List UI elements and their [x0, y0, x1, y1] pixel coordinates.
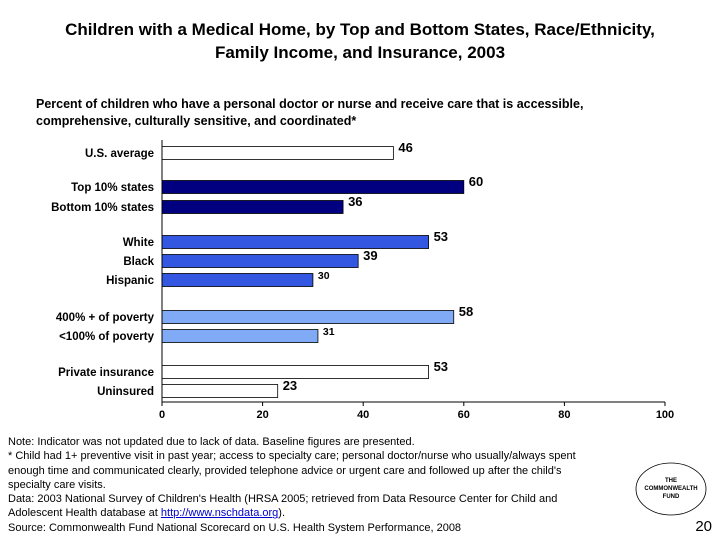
note-line-6: Adolescent Health database at http://www… — [8, 506, 628, 520]
category-label: Top 10% states — [71, 182, 154, 194]
category-label: Black — [123, 256, 154, 268]
bar-hispanic — [161, 273, 314, 287]
bar-u-s-average — [161, 146, 394, 160]
bar-top-10-states — [161, 180, 465, 194]
category-label: Bottom 10% states — [51, 202, 154, 214]
data-label: 58 — [459, 304, 473, 319]
logo-line2: COMMONWEALTH — [644, 486, 698, 492]
note-line-4: specialty care visits. — [8, 478, 106, 491]
chart-subtitle: Percent of children who have a personal … — [36, 96, 696, 130]
note-line-5: Data: 2003 National Survey of Children's… — [8, 493, 558, 506]
nschdata-link[interactable]: http://www.nschdata.org — [160, 507, 279, 520]
logo-emblem-icon — [635, 462, 707, 516]
category-label: 400% + of poverty — [56, 312, 155, 324]
slide-title: Children with a Medical Home, by Top and… — [0, 18, 720, 64]
data-label: 39 — [363, 248, 377, 263]
commonwealth-fund-logo: THE COMMONWEALTH FUND — [634, 461, 708, 517]
data-label: 23 — [283, 378, 297, 393]
logo-text: THE COMMONWEALTH FUND — [634, 477, 708, 501]
slide-title-line1: Children with a Medical Home, by Top and… — [65, 20, 655, 39]
bar-bottom-10-states — [161, 200, 344, 214]
category-label: Hispanic — [106, 275, 155, 287]
logo-line3: FUND — [662, 494, 680, 500]
bar-100-of-poverty — [161, 329, 319, 343]
note-line-6-end: ). — [278, 507, 286, 520]
slide-title-line2: Family Income, and Insurance, 2003 — [214, 43, 506, 62]
data-label: 36 — [348, 194, 362, 209]
note-line-2: * Child had 1+ preventive visit in past … — [8, 450, 576, 463]
note-line-3: enough time and communicated clearly, pr… — [8, 464, 562, 477]
data-label: 30 — [318, 270, 330, 282]
x-tick-label: 20 — [256, 409, 268, 421]
x-tick-label: 40 — [357, 409, 369, 421]
bar-private-insurance — [161, 365, 429, 379]
chart-subtitle-line1: Percent of children who have a personal … — [36, 97, 584, 111]
note-line-1: Note: Indicator was not updated due to l… — [8, 436, 415, 448]
data-label: 53 — [434, 229, 448, 244]
x-tick-label: 80 — [558, 409, 570, 421]
bar-400-of-poverty — [161, 310, 455, 324]
data-label: 31 — [323, 326, 335, 338]
bar-black — [161, 254, 359, 268]
x-tick-label: 0 — [159, 409, 165, 421]
category-label: U.S. average — [85, 148, 154, 160]
category-label: White — [123, 237, 154, 249]
category-label: Uninsured — [97, 386, 154, 398]
data-label: 46 — [398, 140, 412, 155]
bar-uninsured — [161, 384, 279, 398]
bar-white — [161, 235, 429, 249]
data-label: 53 — [434, 359, 448, 374]
notes: Note: Indicator was not updated due to l… — [8, 435, 628, 535]
chart-subtitle-line2: comprehensive, culturally sensitive, and… — [36, 114, 357, 128]
x-tick-label: 60 — [458, 409, 470, 421]
bar-chart: U.S. average 46 Top 10% states 60 Bottom 10%… — [51, 140, 674, 421]
category-label: Private insurance — [58, 367, 154, 379]
note-line-6-text: Adolescent Health database at — [8, 507, 161, 520]
note-line-7: Source: Commonwealth Fund National Score… — [8, 521, 462, 534]
logo-line1: THE — [665, 478, 677, 484]
data-label: 60 — [469, 174, 483, 189]
category-label: <100% of poverty — [59, 331, 155, 343]
page-number: 20 — [695, 518, 712, 535]
x-tick-label: 100 — [656, 409, 674, 421]
